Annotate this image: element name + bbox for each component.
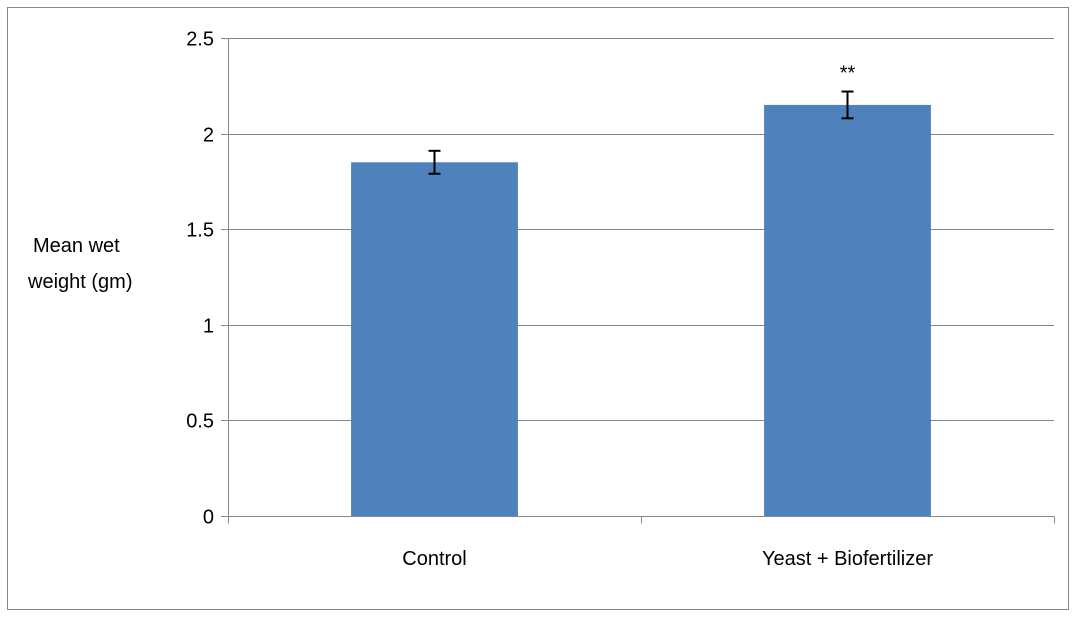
labels: 0 0.5 1 1.5 2 2.5 Control ** Yeast + Biofertiliz… [186, 29, 933, 571]
x-tick-label: Control [402, 548, 466, 570]
bars [351, 104, 931, 517]
bar-1 [351, 162, 518, 516]
y-tick-label: 1 [203, 316, 214, 338]
error-bars [428, 90, 854, 175]
y-tick-label: 2.5 [186, 29, 214, 51]
axes [228, 38, 1055, 524]
x-tick-label: Yeast + Biofertilizer [762, 548, 933, 570]
chart-frame-border [7, 7, 1069, 610]
y-axis-label-line1: Mean wet [33, 235, 120, 257]
bar-2 [764, 104, 931, 517]
y-tick-label: 0 [203, 507, 214, 529]
y-axis-label-line2: weight (gm) [27, 271, 132, 293]
y-tick-label: 2 [203, 125, 214, 147]
significance-annotation: ** [840, 63, 856, 85]
y-tick-label: 0.5 [186, 411, 214, 433]
y-tick-label: 1.5 [186, 220, 214, 242]
